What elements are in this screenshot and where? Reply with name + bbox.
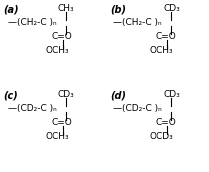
Text: C=O: C=O <box>156 32 177 41</box>
Text: OCH₃: OCH₃ <box>46 46 70 55</box>
Text: OCH₃: OCH₃ <box>150 46 174 55</box>
Text: (b): (b) <box>110 5 126 15</box>
Text: CH₃: CH₃ <box>58 4 75 13</box>
Text: (a): (a) <box>3 5 19 15</box>
Text: OCD₃: OCD₃ <box>150 132 174 141</box>
Text: —(CD₂-C )ₙ: —(CD₂-C )ₙ <box>8 104 57 113</box>
Text: —(CD₂-C )ₙ: —(CD₂-C )ₙ <box>113 104 162 113</box>
Text: C=O: C=O <box>51 32 72 41</box>
Text: CD₃: CD₃ <box>58 90 75 99</box>
Text: —(CH₂-C )ₙ: —(CH₂-C )ₙ <box>8 18 57 27</box>
Text: C=O: C=O <box>156 118 177 127</box>
Text: C=O: C=O <box>51 118 72 127</box>
Text: CD₃: CD₃ <box>163 90 180 99</box>
Text: OCH₃: OCH₃ <box>46 132 70 141</box>
Text: —(CH₂-C )ₙ: —(CH₂-C )ₙ <box>113 18 162 27</box>
Text: (c): (c) <box>3 91 18 101</box>
Text: (d): (d) <box>110 91 126 101</box>
Text: CD₃: CD₃ <box>163 4 180 13</box>
